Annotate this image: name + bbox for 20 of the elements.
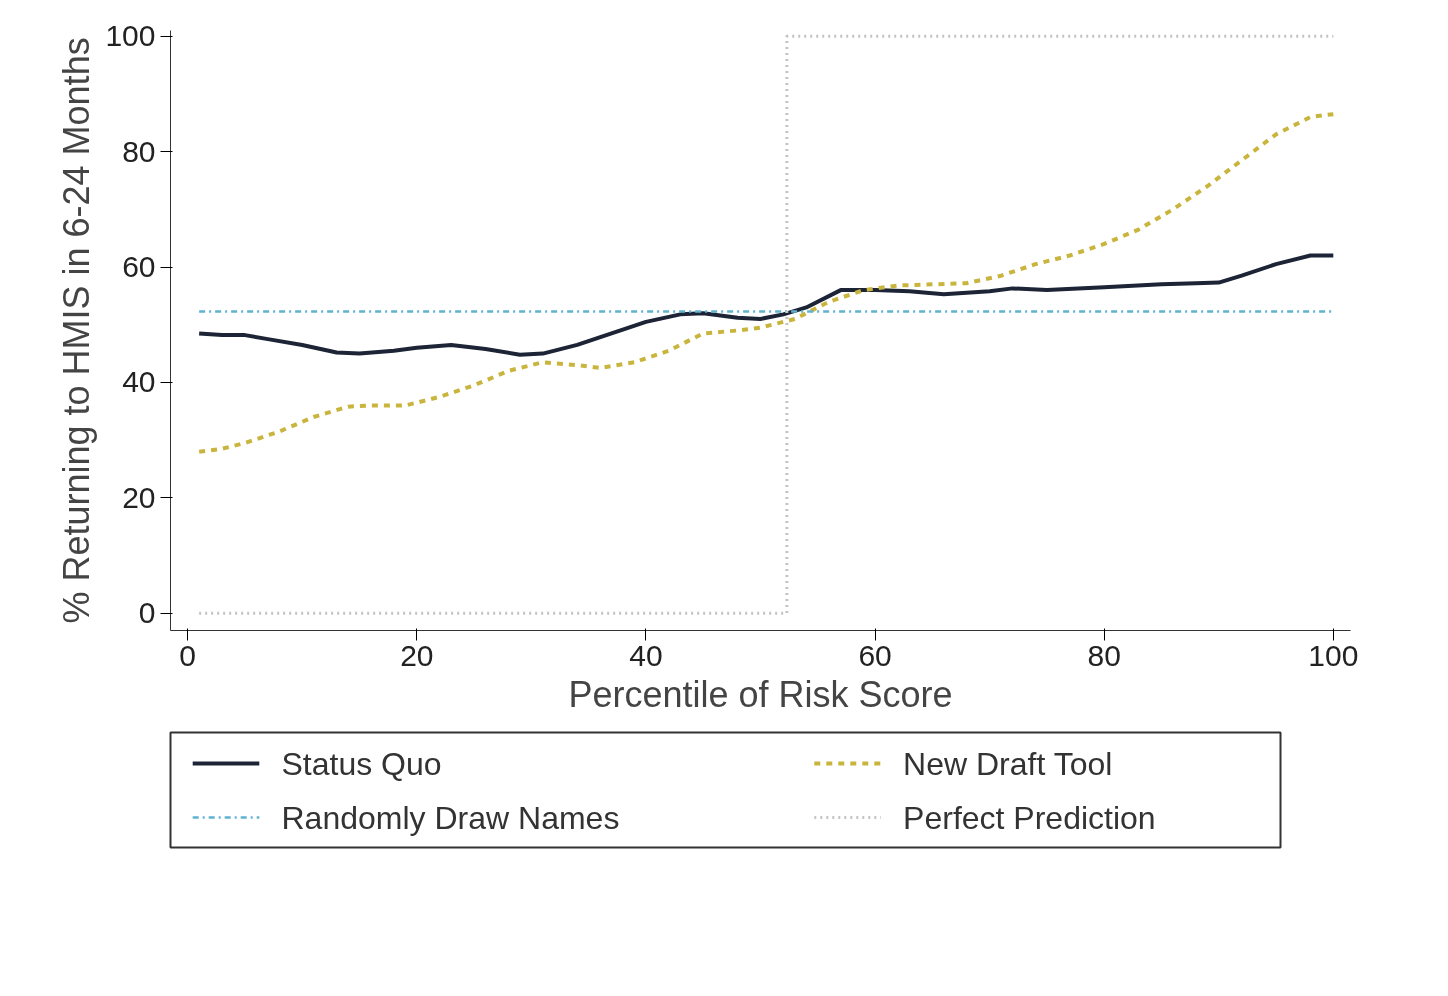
x-tick-label: 0 — [179, 638, 197, 672]
y-tick-label: 40 — [122, 365, 156, 399]
legend-label: Status Quo — [281, 745, 442, 782]
x-tick-label: 40 — [629, 638, 663, 672]
x-tick-label: 20 — [400, 638, 434, 672]
y-tick-label: 20 — [122, 480, 156, 514]
x-tick-label: 100 — [1308, 638, 1359, 672]
y-axis-title: % Returning to HMIS in 6-24 Months — [56, 37, 98, 624]
line-series — [197, 112, 1336, 454]
y-tick-label: 0 — [138, 596, 156, 630]
legend-label: New Draft Tool — [903, 745, 1113, 782]
x-axis-title: Percentile of Risk Score — [568, 673, 953, 715]
legend-label: Perfect Prediction — [903, 799, 1156, 836]
y-tick-label: 100 — [105, 19, 156, 53]
line-series — [197, 253, 1336, 357]
x-tick-label: 60 — [858, 638, 892, 672]
y-tick-label: 60 — [122, 250, 156, 284]
y-tick-label: 80 — [122, 134, 156, 168]
legend-label: Randomly Draw Names — [281, 799, 620, 836]
x-tick-label: 80 — [1087, 638, 1121, 672]
